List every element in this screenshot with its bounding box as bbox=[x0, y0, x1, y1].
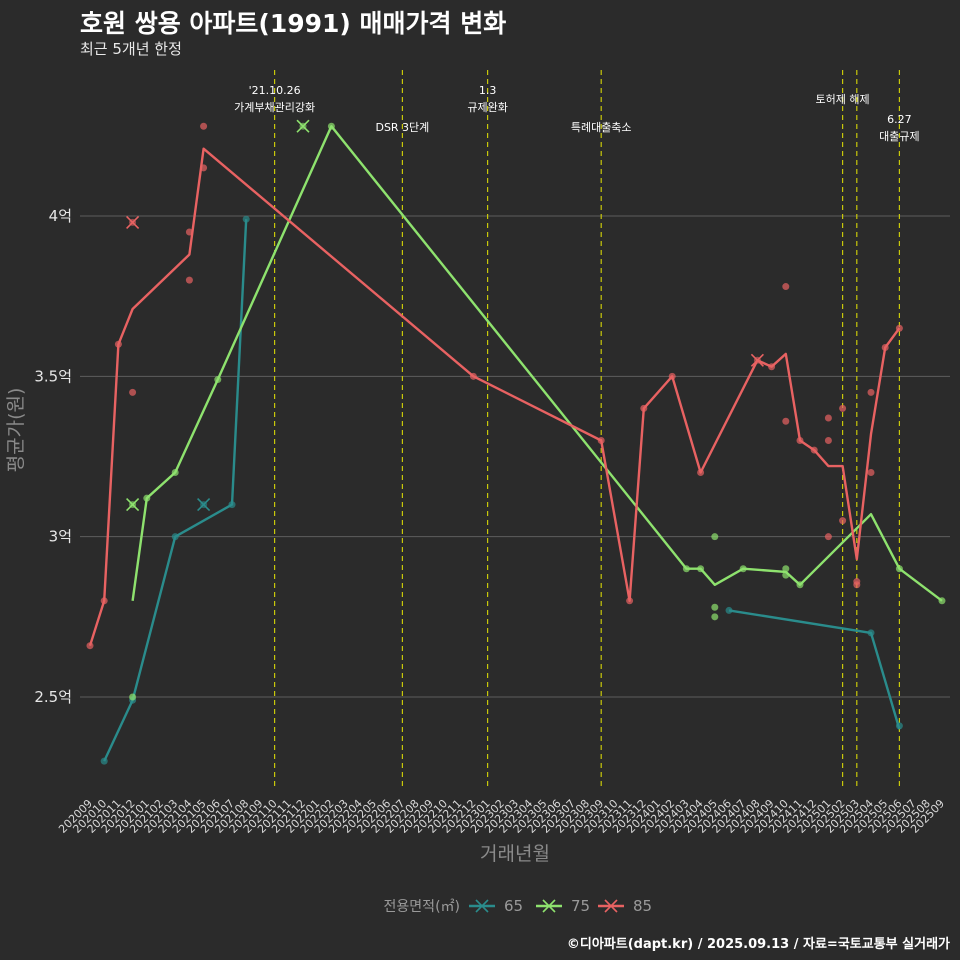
series-75-cancelled-marker bbox=[296, 119, 310, 133]
event-label: 대출규제 bbox=[879, 130, 919, 143]
event-label: DSR 3단계 bbox=[375, 121, 429, 134]
series-85-point bbox=[782, 283, 790, 291]
series-75-point bbox=[711, 613, 719, 621]
y-tick-label: 3억 bbox=[49, 528, 72, 546]
x-axis-title: 거래년월 bbox=[480, 843, 550, 865]
legend-title: 전용면적(㎡) bbox=[384, 899, 460, 915]
series-85-point bbox=[824, 436, 832, 444]
source-caption: ©디아파트(dapt.kr) / 2025.09.13 / 자료=국토교통부 실… bbox=[566, 937, 950, 952]
legend-label-75: 75 bbox=[571, 897, 590, 915]
y-tick-label: 2.5억 bbox=[34, 688, 72, 706]
series-85-point bbox=[839, 517, 847, 525]
series-85-point bbox=[824, 414, 832, 422]
chart-subtitle: 최근 5개년 한정 bbox=[80, 40, 182, 58]
legend-marker-85 bbox=[604, 899, 618, 913]
series-75-line bbox=[131, 124, 943, 602]
series-75-cancelled-marker bbox=[126, 498, 140, 512]
series-65-line bbox=[103, 219, 248, 762]
series-75-point bbox=[782, 565, 790, 573]
series-75-point bbox=[711, 533, 719, 541]
series-85-point bbox=[185, 276, 193, 284]
chart-title: 호원 쌍용 아파트(1991) 매매가격 변화 bbox=[80, 9, 507, 38]
series-75-point bbox=[711, 603, 719, 611]
series-65-cancelled-marker bbox=[197, 498, 211, 512]
series-85-cancelled-marker bbox=[126, 215, 140, 229]
event-label: '21.10.26 bbox=[249, 84, 301, 97]
y-axis-title: 평균가(원) bbox=[5, 388, 27, 473]
series-85-point bbox=[824, 533, 832, 541]
series-85-point bbox=[782, 417, 790, 425]
series-65-line bbox=[728, 609, 901, 730]
event-label: 토허제 해제 bbox=[816, 92, 870, 106]
event-label: 가계부채관리강화 bbox=[234, 101, 315, 114]
series-85-point bbox=[839, 404, 847, 412]
y-tick-label: 4억 bbox=[49, 207, 72, 225]
series-85-point bbox=[867, 388, 875, 396]
series-85-cancelled-marker bbox=[750, 353, 764, 367]
legend-marker-75 bbox=[542, 899, 556, 913]
event-label: 6.27 bbox=[887, 113, 912, 126]
series-85-point bbox=[129, 388, 137, 396]
event-label: 특례대출축소 bbox=[571, 121, 632, 134]
event-label: 규제완화 bbox=[467, 101, 507, 114]
y-tick-label: 3.5억 bbox=[34, 367, 72, 385]
series-85-line bbox=[88, 147, 901, 647]
event-label: 1.3 bbox=[479, 84, 497, 97]
legend-marker-65 bbox=[475, 899, 489, 913]
series-75-point bbox=[129, 693, 137, 701]
series-85-point bbox=[867, 469, 875, 477]
legend-label-85: 85 bbox=[633, 897, 652, 915]
series-85-point bbox=[200, 122, 208, 130]
series-85-point bbox=[853, 581, 861, 589]
legend-label-65: 65 bbox=[504, 897, 523, 915]
